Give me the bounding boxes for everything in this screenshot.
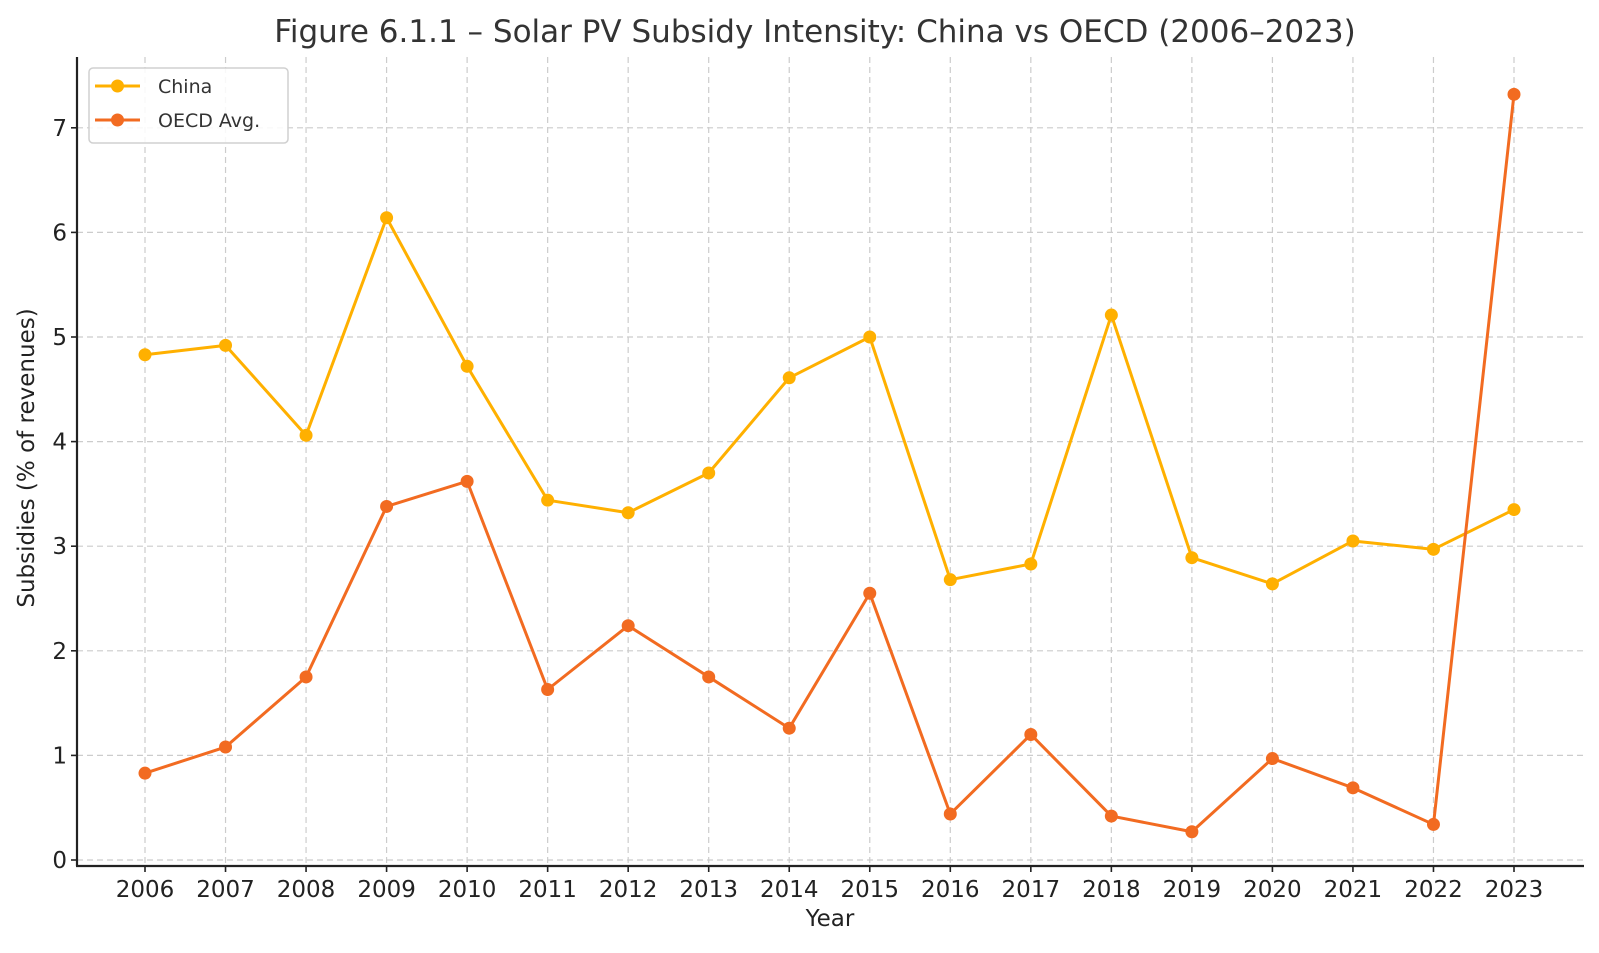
data-point-china <box>1104 308 1118 322</box>
chart-title: Figure 6.1.1 – Solar PV Subsidy Intensit… <box>274 14 1355 50</box>
y-tick-label: 0 <box>52 848 67 874</box>
y-tick-label: 3 <box>52 534 67 560</box>
series-line-oecd-avg <box>144 94 1516 834</box>
y-axis-label: Subsidies (% of revenues) <box>14 308 40 607</box>
data-point-china <box>621 506 635 520</box>
legend-item-oecd-avg: OECD Avg. <box>95 110 260 132</box>
data-point-oecd-avg <box>702 670 716 684</box>
data-point-china <box>380 211 394 225</box>
data-point-china <box>1185 551 1199 565</box>
series-china <box>138 211 1521 591</box>
x-tick-label: 2018 <box>1082 877 1141 903</box>
x-tick-label: 2017 <box>1002 877 1061 903</box>
x-tick-label: 2010 <box>438 877 497 903</box>
legend: China OECD Avg. <box>88 67 289 144</box>
data-point-oecd-avg <box>460 474 474 488</box>
data-point-china <box>702 466 716 480</box>
x-tick-label: 2015 <box>840 877 899 903</box>
x-tick-label: 2021 <box>1324 877 1383 903</box>
x-tick-label: 2023 <box>1485 877 1544 903</box>
x-axis-label: Year <box>805 906 855 932</box>
data-point-china <box>299 428 313 442</box>
y-tick-label: 2 <box>52 639 67 665</box>
data-point-oecd-avg <box>219 740 233 754</box>
y-tick-label: 6 <box>52 220 67 246</box>
series-line-china <box>144 216 1515 586</box>
legend-item-china: China <box>95 76 212 98</box>
data-point-oecd-avg <box>541 683 555 697</box>
series-oecd-avg <box>138 87 1521 839</box>
data-point-oecd-avg <box>1426 817 1440 831</box>
data-point-oecd-avg <box>782 721 796 735</box>
data-point-china <box>943 573 957 587</box>
y-tick-label: 1 <box>52 743 67 769</box>
data-point-oecd-avg <box>1024 727 1038 741</box>
y-axis-ticks: 0 1 2 3 4 5 6 7 <box>52 116 77 874</box>
x-tick-label: 2013 <box>679 877 738 903</box>
data-point-china <box>1024 557 1038 571</box>
y-tick-label: 7 <box>52 116 67 142</box>
x-tick-label: 2016 <box>921 877 980 903</box>
data-point-china <box>1265 577 1279 591</box>
data-point-oecd-avg <box>380 499 394 513</box>
y-tick-label: 4 <box>52 430 67 456</box>
data-point-china <box>1426 542 1440 556</box>
data-point-oecd-avg <box>943 807 957 821</box>
legend-swatch-marker <box>111 113 124 127</box>
data-point-oecd-avg <box>1265 752 1279 766</box>
data-point-china <box>541 493 555 507</box>
grid <box>77 57 1584 866</box>
series-layer <box>138 87 1521 839</box>
data-point-china <box>219 338 233 352</box>
x-tick-label: 2006 <box>116 877 175 903</box>
legend-swatch-marker <box>111 79 124 93</box>
legend-label: OECD Avg. <box>158 110 260 132</box>
x-tick-label: 2007 <box>196 877 255 903</box>
x-tick-label: 2009 <box>357 877 416 903</box>
data-point-china <box>1346 534 1360 548</box>
x-tick-label: 2008 <box>277 877 336 903</box>
data-point-china <box>782 371 796 385</box>
data-point-oecd-avg <box>863 586 877 600</box>
data-point-oecd-avg <box>1346 781 1360 795</box>
x-tick-label: 2014 <box>760 877 819 903</box>
x-tick-label: 2012 <box>599 877 658 903</box>
data-point-china <box>863 330 877 344</box>
x-tick-label: 2022 <box>1404 877 1463 903</box>
data-point-china <box>460 359 474 373</box>
x-tick-label: 2011 <box>518 877 577 903</box>
x-tick-label: 2019 <box>1163 877 1222 903</box>
data-point-oecd-avg <box>299 670 313 684</box>
data-point-oecd-avg <box>1507 87 1521 101</box>
data-point-china <box>138 348 152 362</box>
data-point-china <box>1507 503 1521 517</box>
data-point-oecd-avg <box>621 619 635 633</box>
legend-label: China <box>158 76 212 98</box>
data-point-oecd-avg <box>138 766 152 780</box>
data-point-oecd-avg <box>1185 825 1199 839</box>
x-axis-ticks: 2006 2007 2008 2009 2010 2011 2012 2013 2014 2015… <box>116 866 1544 903</box>
y-tick-label: 5 <box>52 325 67 351</box>
data-point-oecd-avg <box>1104 809 1118 823</box>
x-tick-label: 2020 <box>1243 877 1302 903</box>
axes <box>75 57 1584 868</box>
